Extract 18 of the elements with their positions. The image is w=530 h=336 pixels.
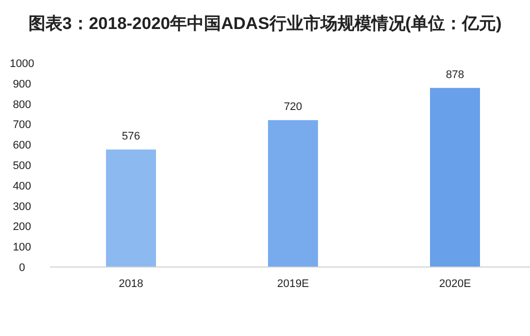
data-label: 720 xyxy=(284,101,302,114)
y-tick-label: 900 xyxy=(12,78,32,90)
y-tick-label: 100 xyxy=(12,242,32,254)
x-tick-label: 2020E xyxy=(439,278,471,290)
y-tick-label: 200 xyxy=(12,221,32,234)
y-tick-label: 800 xyxy=(12,98,32,111)
y-tick-label: 600 xyxy=(12,140,32,152)
y-tick-label: 300 xyxy=(12,200,32,213)
x-tick-label: 2018 xyxy=(118,278,144,290)
y-tick-label: 1000 xyxy=(10,58,34,70)
y-tick-label: 400 xyxy=(12,180,32,192)
y-tick-label: 700 xyxy=(12,119,32,132)
data-label: 878 xyxy=(446,68,464,81)
title: 图表3：2018-2020年中国ADAS行业市场规模情况(单位：亿元) xyxy=(28,14,502,33)
data-label: 576 xyxy=(122,130,140,142)
y-tick-label: 0 xyxy=(18,262,26,274)
y-tick-label: 500 xyxy=(12,160,32,172)
x-tick-label: 2019E xyxy=(277,278,309,290)
